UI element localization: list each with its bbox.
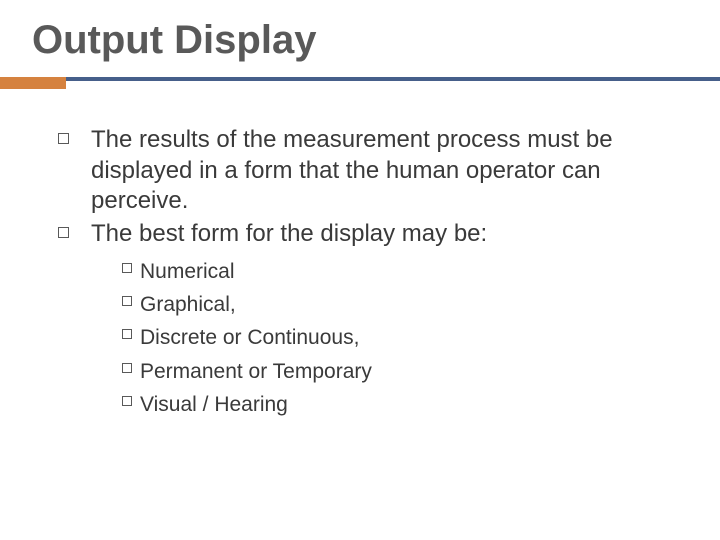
square-bullet-icon (122, 296, 132, 306)
sub-bullet-text: Permanent or Temporary (140, 358, 372, 385)
slide-content: The results of the measurement process m… (0, 81, 720, 418)
square-bullet-icon (122, 396, 132, 406)
rule-line (0, 77, 720, 81)
bullet-item: The best form for the display may be: (58, 219, 660, 250)
sub-bullet-item: Discrete or Continuous, (122, 324, 660, 351)
bullet-item: The results of the measurement process m… (58, 125, 660, 217)
bullet-text: The best form for the display may be: (91, 219, 487, 250)
sub-bullet-item: Visual / Hearing (122, 391, 660, 418)
rule-accent-bar (0, 77, 66, 89)
slide-title: Output Display (0, 0, 720, 73)
sub-bullet-text: Numerical (140, 258, 235, 285)
sub-bullet-text: Discrete or Continuous, (140, 324, 359, 351)
sub-bullet-item: Numerical (122, 258, 660, 285)
sub-bullet-text: Visual / Hearing (140, 391, 288, 418)
bullet-text: The results of the measurement process m… (91, 125, 660, 217)
sub-bullet-item: Permanent or Temporary (122, 358, 660, 385)
square-bullet-icon (122, 363, 132, 373)
square-bullet-icon (58, 133, 69, 144)
square-bullet-icon (58, 227, 69, 238)
title-rule (0, 77, 720, 81)
square-bullet-icon (122, 329, 132, 339)
square-bullet-icon (122, 263, 132, 273)
sub-bullet-list: Numerical Graphical, Discrete or Continu… (58, 252, 660, 418)
sub-bullet-item: Graphical, (122, 291, 660, 318)
sub-bullet-text: Graphical, (140, 291, 236, 318)
